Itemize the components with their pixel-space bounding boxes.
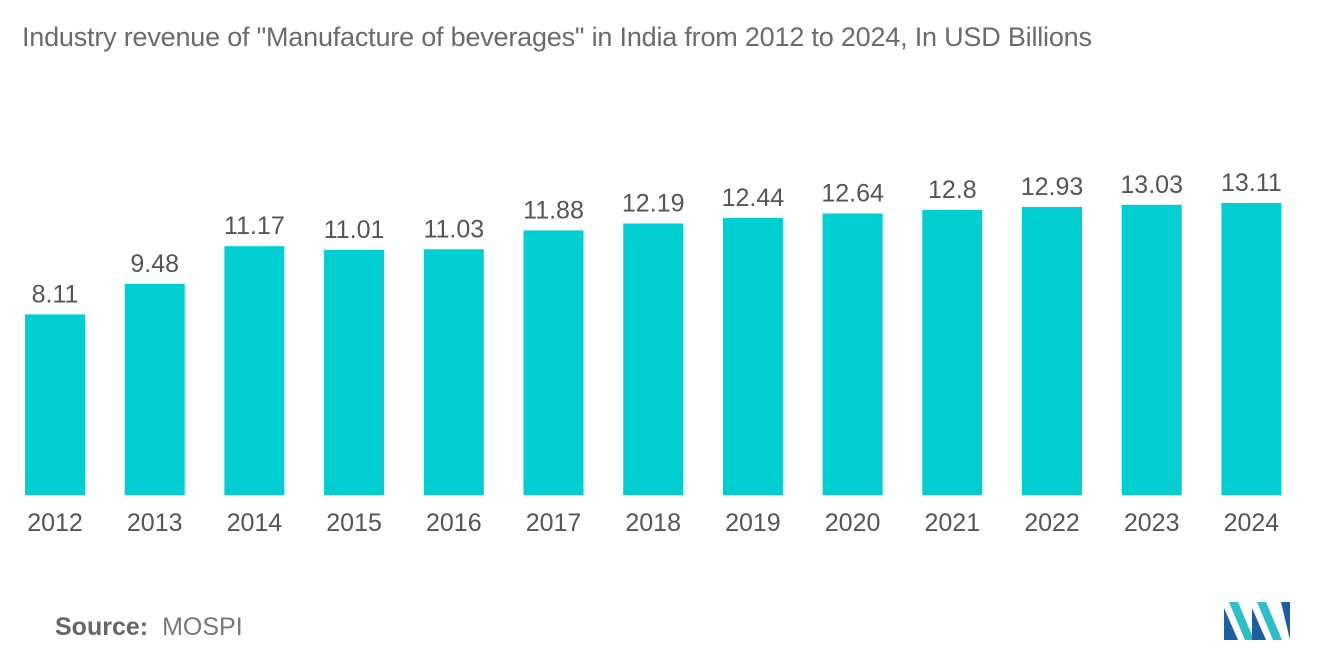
bar-2023 [1121,204,1182,496]
source-value: MOSPI [162,613,243,641]
category-label-2015: 2015 [326,509,382,537]
bar-2014 [224,246,285,495]
bar-2024 [1221,203,1282,495]
mordor-intelligence-logo-icon [1224,602,1290,640]
category-label-2023: 2023 [1124,509,1180,537]
bar-2019 [722,217,783,495]
bar-2016 [423,249,484,495]
value-label-2024: 13.11 [1221,169,1282,197]
bar-2015 [324,249,385,495]
value-label-2012: 8.11 [32,280,79,308]
bar-2018 [623,223,684,495]
category-label-2013: 2013 [127,509,183,537]
bar-2021 [922,209,983,495]
value-label-2013: 9.48 [130,250,179,278]
value-label-2022: 12.93 [1021,173,1084,201]
category-label-2012: 2012 [27,509,83,537]
category-label-2024: 2024 [1224,509,1280,537]
value-label-2014: 11.17 [224,212,285,240]
value-label-2020: 12.64 [821,180,884,208]
bar-2013 [124,283,185,495]
value-label-2021: 12.8 [928,176,977,204]
category-label-2014: 2014 [227,509,283,537]
bar-2020 [822,213,883,495]
source-label: Source: [55,613,149,641]
bar-chart: 8.11 2012 9.48 2013 11.17 2014 11.01 2015 11.03 2… [25,169,1282,537]
value-label-2023: 13.03 [1120,171,1183,199]
value-label-2015: 11.01 [324,216,385,244]
category-label-2020: 2020 [825,509,881,537]
bar-2022 [1022,207,1082,495]
chart-title: Industry revenue of "Manufacture of beve… [22,22,1092,52]
category-label-2017: 2017 [526,509,582,537]
category-label-2018: 2018 [625,509,681,537]
value-label-2017: 11.88 [523,196,584,224]
source-note: Source: MOSPI [55,613,243,642]
value-label-2016: 11.03 [423,215,484,243]
category-label-2022: 2022 [1024,509,1080,537]
category-label-2016: 2016 [426,509,482,537]
bar-2017 [523,230,584,495]
value-label-2019: 12.44 [722,184,785,212]
category-label-2019: 2019 [725,509,781,537]
category-label-2021: 2021 [924,509,980,537]
bar-2012 [25,314,85,495]
value-label-2018: 12.19 [622,190,685,218]
